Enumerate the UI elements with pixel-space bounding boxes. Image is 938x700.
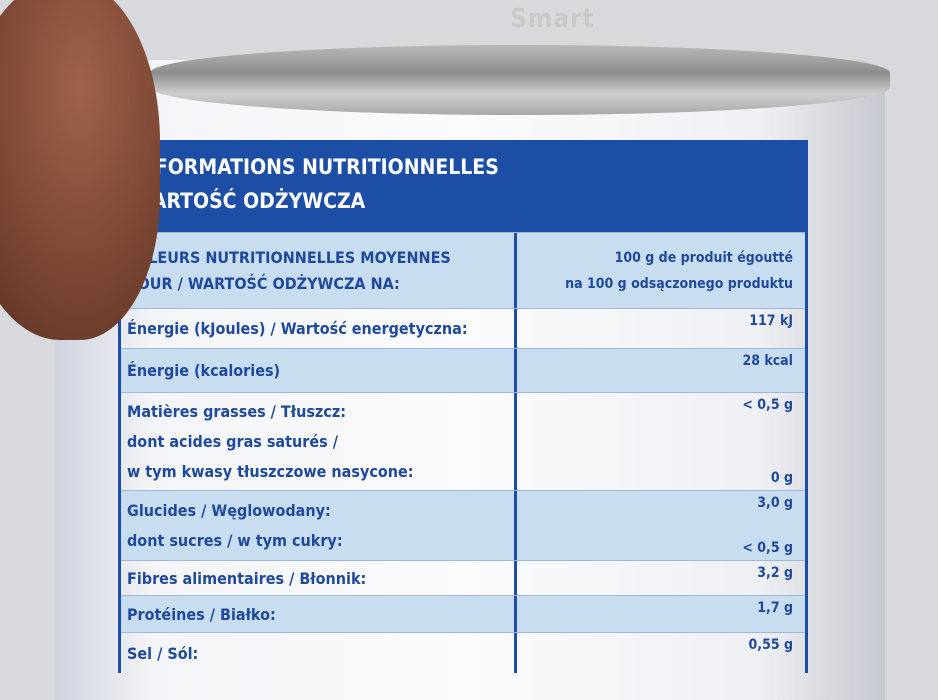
value-text: 100 g de produit égoutté xyxy=(614,249,793,266)
table-row: Matières grasses / Tłuszcz: dont acides g… xyxy=(121,392,805,490)
row-value: 117 kJ xyxy=(517,309,805,348)
row-value: 3,2 g xyxy=(517,561,805,595)
label-text: Énergie (kJoules) / Wartość energetyczna… xyxy=(127,319,468,338)
label-text: dont acides gras saturés / xyxy=(127,431,338,451)
label-text: Protéines / Białko: xyxy=(127,604,276,624)
value-text: < 0,5 g xyxy=(742,540,793,556)
value-text: 3,2 g xyxy=(757,565,793,581)
label-text: dont sucres / w tym cukry: xyxy=(127,531,343,551)
label-text: Glucides / Węglowodany: xyxy=(127,500,331,520)
value-text: na 100 g odsączonego produktu xyxy=(565,275,793,292)
row-value: 100 g de produit égoutté na 100 g odsączo… xyxy=(517,233,805,308)
value-text: < 0,5 g xyxy=(742,397,793,413)
row-value: 0,55 g xyxy=(517,633,805,673)
table-row: Protéines / Białko: 1,7 g xyxy=(121,595,805,632)
value-text: 0 g xyxy=(770,470,793,486)
nutrition-table: VALEURS NUTRITIONNELLES MOYENNES POUR / W… xyxy=(118,232,808,673)
label-text: Sel / Sól: xyxy=(127,643,199,663)
row-value: 28 kcal xyxy=(517,349,805,392)
row-label: Glucides / Węglowodany: dont sucres / w t… xyxy=(121,491,517,560)
value-text: 28 kcal xyxy=(742,353,793,369)
brand-text: Smart xyxy=(510,4,595,34)
row-value: 3,0 g < 0,5 g xyxy=(517,491,805,560)
row-label: Fibres alimentaires / Błonnik: xyxy=(121,561,517,595)
row-label: Matières grasses / Tłuszcz: dont acides g… xyxy=(121,393,517,490)
thumb xyxy=(0,0,160,340)
label-text: w tym kwasy tłuszczowe nasycone: xyxy=(127,461,414,481)
row-label: VALEURS NUTRITIONNELLES MOYENNES POUR / W… xyxy=(121,233,517,308)
header-band: INFORMATIONS NUTRITIONNELLES WARTOŚĆ ODŻ… xyxy=(118,140,808,232)
row-label: Énergie (kcalories) xyxy=(121,349,517,392)
row-label: Sel / Sól: xyxy=(121,633,517,673)
value-text: 1,7 g xyxy=(757,600,793,616)
table-row: Glucides / Węglowodany: dont sucres / w t… xyxy=(121,490,805,560)
label-text: Fibres alimentaires / Błonnik: xyxy=(127,568,367,588)
table-row: VALEURS NUTRITIONNELLES MOYENNES POUR / W… xyxy=(121,232,805,308)
label-text: Matières grasses / Tłuszcz: xyxy=(127,402,346,422)
value-text: 117 kJ xyxy=(749,313,793,329)
table-row: Énergie (kJoules) / Wartość energetyczna… xyxy=(121,308,805,348)
label-text: POUR / WARTOŚĆ ODŻYWCZA NA: xyxy=(127,273,400,293)
label-text: VALEURS NUTRITIONNELLES MOYENNES xyxy=(127,247,451,267)
header-line: WARTOŚĆ ODŻYWCZA xyxy=(132,189,366,213)
row-value: < 0,5 g 0 g xyxy=(517,393,805,490)
table-row: Énergie (kcalories) 28 kcal xyxy=(121,348,805,392)
label-text: Énergie (kcalories) xyxy=(127,361,281,380)
row-label: Protéines / Białko: xyxy=(121,596,517,632)
header-line: INFORMATIONS NUTRITIONNELLES xyxy=(132,155,499,179)
table-row: Fibres alimentaires / Błonnik: 3,2 g xyxy=(121,560,805,595)
table-row: Sel / Sól: 0,55 g xyxy=(121,632,805,673)
row-value: 1,7 g xyxy=(517,596,805,632)
value-text: 3,0 g xyxy=(757,495,793,511)
can-rim xyxy=(150,45,890,115)
row-label: Énergie (kJoules) / Wartość energetyczna… xyxy=(121,309,517,348)
photo: Smart INFORMATIONS NUTRITIONNELLES WARTO… xyxy=(0,0,890,700)
value-text: 0,55 g xyxy=(748,637,793,653)
